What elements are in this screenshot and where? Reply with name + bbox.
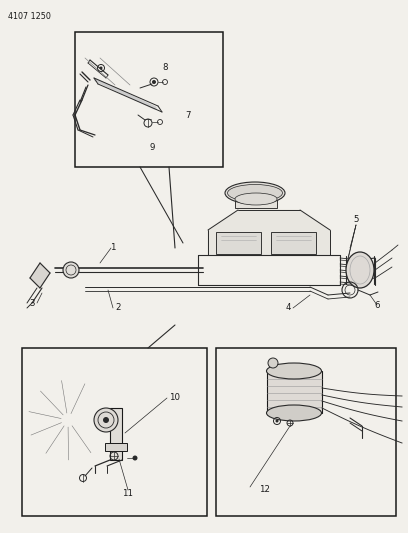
Text: 11: 11 bbox=[122, 489, 133, 497]
Circle shape bbox=[275, 419, 279, 423]
Text: 6: 6 bbox=[374, 301, 380, 310]
Bar bbox=[216, 348, 396, 516]
Text: 10: 10 bbox=[169, 393, 180, 402]
Bar bbox=[105, 443, 127, 451]
Bar bbox=[22, 348, 207, 516]
Ellipse shape bbox=[346, 252, 374, 288]
Text: 2: 2 bbox=[115, 303, 121, 312]
Circle shape bbox=[268, 358, 278, 368]
Circle shape bbox=[100, 67, 102, 69]
Ellipse shape bbox=[225, 182, 285, 204]
Ellipse shape bbox=[266, 363, 322, 379]
Ellipse shape bbox=[266, 405, 322, 421]
Circle shape bbox=[94, 408, 118, 432]
Polygon shape bbox=[208, 210, 330, 255]
Bar bbox=[267, 371, 322, 413]
Polygon shape bbox=[30, 263, 50, 288]
Ellipse shape bbox=[228, 184, 282, 201]
Text: 4107 1250: 4107 1250 bbox=[8, 12, 51, 21]
Bar bbox=[75, 32, 223, 167]
Bar bbox=[271, 232, 316, 254]
Text: 4: 4 bbox=[285, 303, 291, 312]
Text: 12: 12 bbox=[259, 486, 271, 495]
Text: 8: 8 bbox=[162, 63, 168, 72]
Bar bbox=[110, 408, 122, 460]
Text: 7: 7 bbox=[185, 110, 191, 119]
Circle shape bbox=[63, 262, 79, 278]
Circle shape bbox=[152, 80, 156, 84]
Text: 9: 9 bbox=[149, 143, 155, 152]
Ellipse shape bbox=[235, 193, 277, 205]
Text: 1: 1 bbox=[110, 244, 116, 253]
Bar bbox=[216, 232, 261, 254]
Circle shape bbox=[103, 417, 109, 423]
Bar bbox=[235, 190, 277, 208]
Circle shape bbox=[133, 456, 137, 461]
Text: 3: 3 bbox=[29, 298, 35, 308]
Text: 5: 5 bbox=[353, 215, 359, 224]
